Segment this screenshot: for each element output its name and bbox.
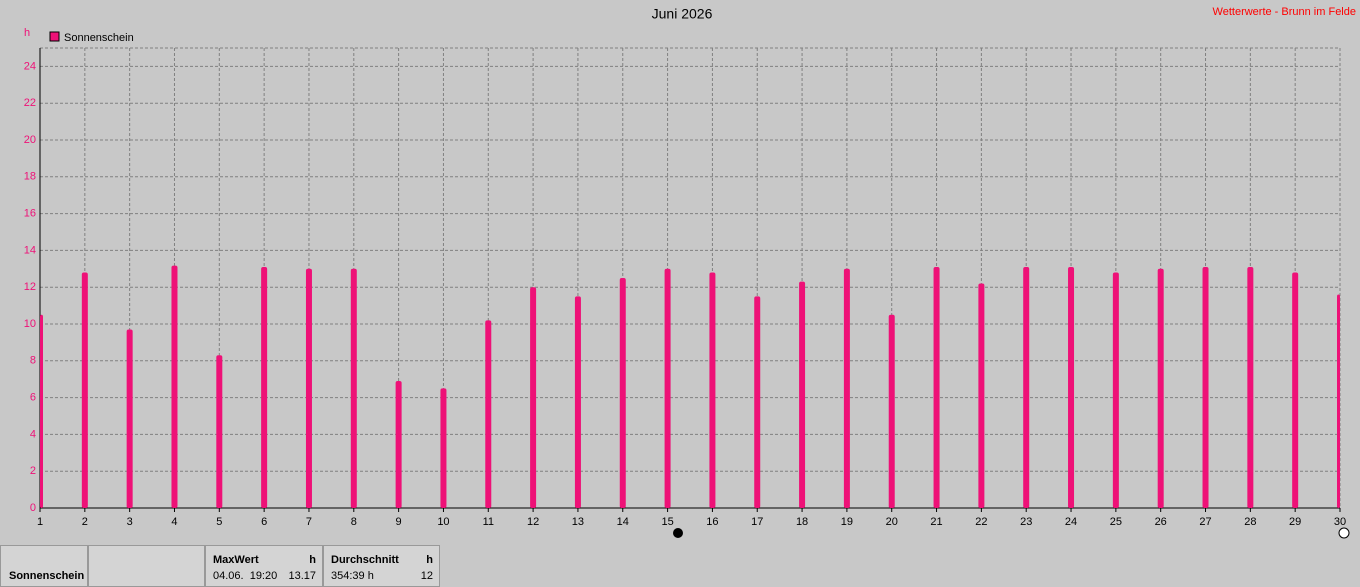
x-tick-label: 14 [617, 516, 629, 528]
x-tick-label: 16 [706, 516, 718, 528]
bar [40, 314, 43, 508]
legend-swatch [49, 31, 60, 42]
stat-value: 04.06. 19:20 [213, 570, 278, 582]
bar [1202, 266, 1209, 508]
stats-cell [88, 545, 205, 587]
x-tick-label: 7 [306, 516, 312, 528]
x-tick-label: 11 [483, 516, 494, 528]
y-tick-label: 8 [30, 355, 36, 367]
bar [1023, 266, 1030, 508]
x-tick-label: 19 [841, 516, 853, 528]
y-tick-label: 6 [30, 392, 36, 404]
chart: Juni 2026 Wetterwerte - Brunn im Felde h… [24, 6, 1356, 539]
y-tick-label: 10 [24, 318, 36, 330]
stat-title: Durchschnitt [331, 554, 399, 566]
bar [664, 268, 671, 508]
bar [619, 278, 626, 508]
x-tick-label: 10 [437, 516, 449, 528]
y-axis-label: h [24, 27, 30, 39]
y-tick-label: 14 [24, 244, 36, 256]
y-tick-label: 20 [24, 134, 36, 146]
x-tick-label: 3 [127, 516, 133, 528]
x-tick-label: 25 [1110, 516, 1122, 528]
x-tick-label: 22 [975, 516, 987, 528]
x-tick-label: 27 [1199, 516, 1211, 528]
stat-unit: h [426, 554, 433, 566]
x-tick-label: 24 [1065, 516, 1077, 528]
source: Wetterwerte - Brunn im Felde [1213, 6, 1356, 18]
bar [440, 388, 447, 508]
y-tick-label: 18 [24, 171, 36, 183]
moon-icon [1338, 527, 1350, 539]
bar [126, 329, 133, 508]
bar [1157, 268, 1164, 508]
bar [305, 268, 312, 508]
bar [1247, 266, 1254, 508]
y-tick-label: 22 [24, 97, 36, 109]
y-tick-label: 4 [30, 428, 36, 440]
stat-unit: h [309, 554, 316, 566]
y-tick-label: 0 [30, 502, 36, 514]
bar [709, 272, 716, 508]
bar [1337, 294, 1340, 508]
bar [754, 296, 761, 508]
x-tick-label: 2 [82, 516, 88, 528]
bar [81, 272, 88, 508]
bar [530, 287, 537, 508]
x-tick-label: 5 [216, 516, 222, 528]
stats-cell: MaxWert h 04.06. 19:20 13.17 [205, 545, 323, 587]
bar [395, 381, 402, 508]
bar [1068, 266, 1075, 508]
x-tick-label: 30 [1334, 516, 1346, 528]
x-tick-label: 17 [751, 516, 763, 528]
stat-title: MaxWert [213, 554, 259, 566]
x-tick-label: 12 [527, 516, 539, 528]
bar [261, 266, 268, 508]
bar [171, 265, 178, 508]
x-tick-label: 15 [661, 516, 673, 528]
y-tick-label: 24 [24, 60, 36, 72]
x-tick-label: 1 [37, 516, 43, 528]
x-tick-label: 26 [1155, 516, 1167, 528]
stats-cell: Sonnenschein [0, 545, 88, 587]
moon-icon [673, 528, 683, 538]
x-tick-label: 21 [930, 516, 942, 528]
y-tick-label: 12 [24, 281, 36, 293]
x-tick-label: 20 [886, 516, 898, 528]
bar [350, 268, 357, 508]
bar [216, 355, 223, 508]
stat-value: 12 [420, 570, 433, 582]
legend-label: Sonnenschein [64, 32, 134, 44]
stat-value: 13.17 [288, 570, 316, 582]
stats-cell: Durchschnitt h 354:39 h 12 [323, 545, 440, 587]
bar [888, 314, 895, 508]
bar [485, 320, 492, 508]
y-tick-label: 16 [24, 208, 36, 220]
bar [1112, 272, 1119, 508]
x-tick-label: 29 [1289, 516, 1301, 528]
x-tick-label: 8 [351, 516, 357, 528]
y-tick-label: 2 [30, 465, 36, 477]
x-tick-label: 9 [396, 516, 402, 528]
stat-value: 354:39 h [331, 570, 374, 582]
row-label: Sonnenschein [9, 570, 85, 582]
x-tick-label: 6 [261, 516, 267, 528]
x-tick-label: 28 [1244, 516, 1256, 528]
chart-title: Juni 2026 [652, 6, 713, 22]
x-tick-label: 23 [1020, 516, 1032, 528]
plot-frame [39, 47, 1341, 509]
bar [1292, 272, 1299, 508]
bar [843, 268, 850, 508]
x-tick-label: 4 [171, 516, 177, 528]
x-tick-label: 13 [572, 516, 584, 528]
bar [978, 283, 985, 508]
bar [799, 281, 806, 508]
bar [574, 296, 581, 508]
bar [933, 266, 940, 508]
x-tick-label: 18 [796, 516, 808, 528]
